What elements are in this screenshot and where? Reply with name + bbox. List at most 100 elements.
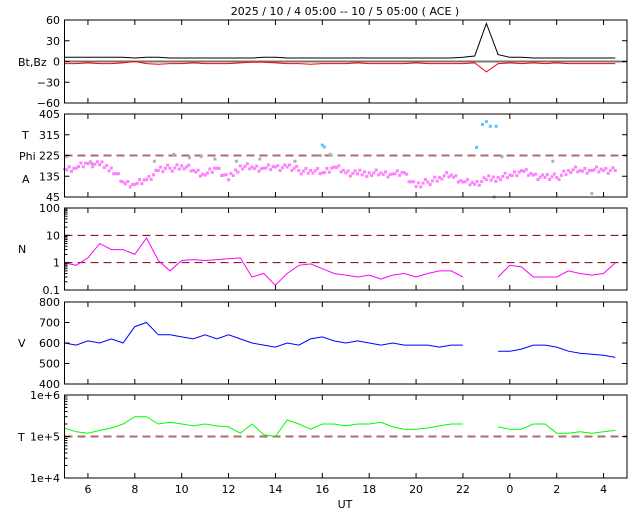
data-point-phi xyxy=(498,178,502,182)
x-tick-label: 18 xyxy=(362,483,376,496)
data-point-phi xyxy=(545,173,549,177)
data-point-phi xyxy=(367,171,371,175)
data-point-phi xyxy=(208,167,212,171)
data-point-phi-blue xyxy=(494,124,498,128)
panel-4: 800 700 600 500 400 V xyxy=(18,296,628,391)
data-point-phi xyxy=(248,167,252,171)
data-point-phi xyxy=(149,177,153,181)
data-point-phi xyxy=(400,170,404,174)
data-point-phi xyxy=(135,181,139,185)
data-point-phi xyxy=(358,168,362,172)
data-point-phi xyxy=(147,174,151,178)
data-point-phi xyxy=(238,164,242,168)
data-point-phi xyxy=(487,174,491,178)
y-tick-label: −60 xyxy=(37,97,60,110)
data-point-phi xyxy=(372,171,376,175)
x-axis-label: UT xyxy=(338,498,353,511)
data-point-phi xyxy=(522,169,526,173)
y-tick-label: 30 xyxy=(46,35,60,48)
x-tick-label: 16 xyxy=(315,483,329,496)
panel-5: 1e+6 1e+5 1e+4 T 6 8 10 12 14 16 18 20 22 0 2 4 xyxy=(17,389,628,496)
data-point-phi xyxy=(419,185,423,189)
data-point-phi xyxy=(227,178,231,182)
data-point-phi xyxy=(295,164,299,168)
data-point-phi xyxy=(613,168,617,172)
data-point-phi xyxy=(360,173,364,177)
data-point-phi xyxy=(536,177,540,181)
data-point-phi xyxy=(461,180,465,184)
data-point-phi xyxy=(430,179,434,183)
data-point-phi-gray xyxy=(328,152,332,156)
data-point-phi xyxy=(231,174,235,178)
data-point-phi xyxy=(77,165,81,169)
data-point-phi xyxy=(398,173,402,177)
data-point-phi xyxy=(182,167,186,171)
data-point-phi xyxy=(602,168,606,172)
data-point-phi xyxy=(534,172,538,176)
data-point-phi xyxy=(433,175,437,179)
data-point-phi xyxy=(377,173,381,177)
data-point-phi xyxy=(529,171,533,175)
data-point-phi xyxy=(468,183,472,187)
data-point-phi xyxy=(477,183,481,187)
data-point-phi xyxy=(438,175,441,179)
data-point-phi xyxy=(191,168,195,172)
data-point-phi xyxy=(74,166,78,170)
x-tick-label: 22 xyxy=(456,483,470,496)
x-tick-label: 10 xyxy=(175,483,189,496)
data-point-phi xyxy=(121,180,125,184)
data-point-phi xyxy=(484,178,488,182)
data-point-phi xyxy=(541,173,545,177)
y-tick-label: 800 xyxy=(39,296,60,309)
x-tick-label: 14 xyxy=(268,483,282,496)
data-point-phi xyxy=(189,169,193,173)
data-point-phi xyxy=(138,178,141,182)
data-point-phi xyxy=(102,165,106,169)
x-tick-label: 2 xyxy=(553,483,560,496)
data-point-phi xyxy=(515,174,519,178)
data-point-phi xyxy=(86,162,90,166)
data-point-phi xyxy=(578,168,582,172)
data-point-phi-gray xyxy=(590,192,594,196)
data-point-phi xyxy=(428,183,432,187)
data-point-phi xyxy=(557,177,561,181)
data-point-phi xyxy=(524,168,528,172)
panel-1: 60 30 0 −30 −60 Bt,Bz xyxy=(18,14,628,110)
data-point-phi xyxy=(501,174,505,178)
data-point-phi xyxy=(505,176,509,180)
data-point-phi xyxy=(571,168,575,172)
data-point-phi xyxy=(386,175,390,179)
data-point-phi xyxy=(459,179,463,183)
data-point-phi-gray xyxy=(500,155,504,159)
data-point-phi xyxy=(416,181,420,185)
data-point-phi xyxy=(133,182,137,186)
y-tick-label: 1e+5 xyxy=(30,431,60,444)
data-point-phi xyxy=(320,171,324,175)
data-point-phi xyxy=(292,166,296,170)
data-point-phi xyxy=(566,168,570,172)
data-point-phi xyxy=(323,170,327,174)
data-point-phi xyxy=(548,177,552,181)
data-point-phi xyxy=(79,161,83,165)
x-tick-label: 0 xyxy=(506,483,513,496)
data-point-phi xyxy=(391,172,395,176)
data-point-phi xyxy=(503,171,507,175)
data-point-phi xyxy=(421,181,425,185)
data-point-phi xyxy=(552,172,556,176)
data-point-phi xyxy=(414,185,418,189)
data-point-phi xyxy=(140,182,144,186)
data-point-phi xyxy=(116,172,120,176)
data-point-phi xyxy=(339,170,343,174)
data-point-phi xyxy=(100,160,104,164)
data-point-phi xyxy=(67,165,71,169)
y-tick-label: −30 xyxy=(37,76,60,89)
data-point-phi xyxy=(379,171,383,175)
x-tick-label: 20 xyxy=(409,483,423,496)
data-point-phi xyxy=(517,170,521,174)
data-point-phi xyxy=(205,171,209,175)
data-point-phi xyxy=(531,173,535,177)
data-point-phi xyxy=(241,167,245,171)
data-point-phi xyxy=(130,183,134,187)
data-point-phi xyxy=(313,169,317,173)
